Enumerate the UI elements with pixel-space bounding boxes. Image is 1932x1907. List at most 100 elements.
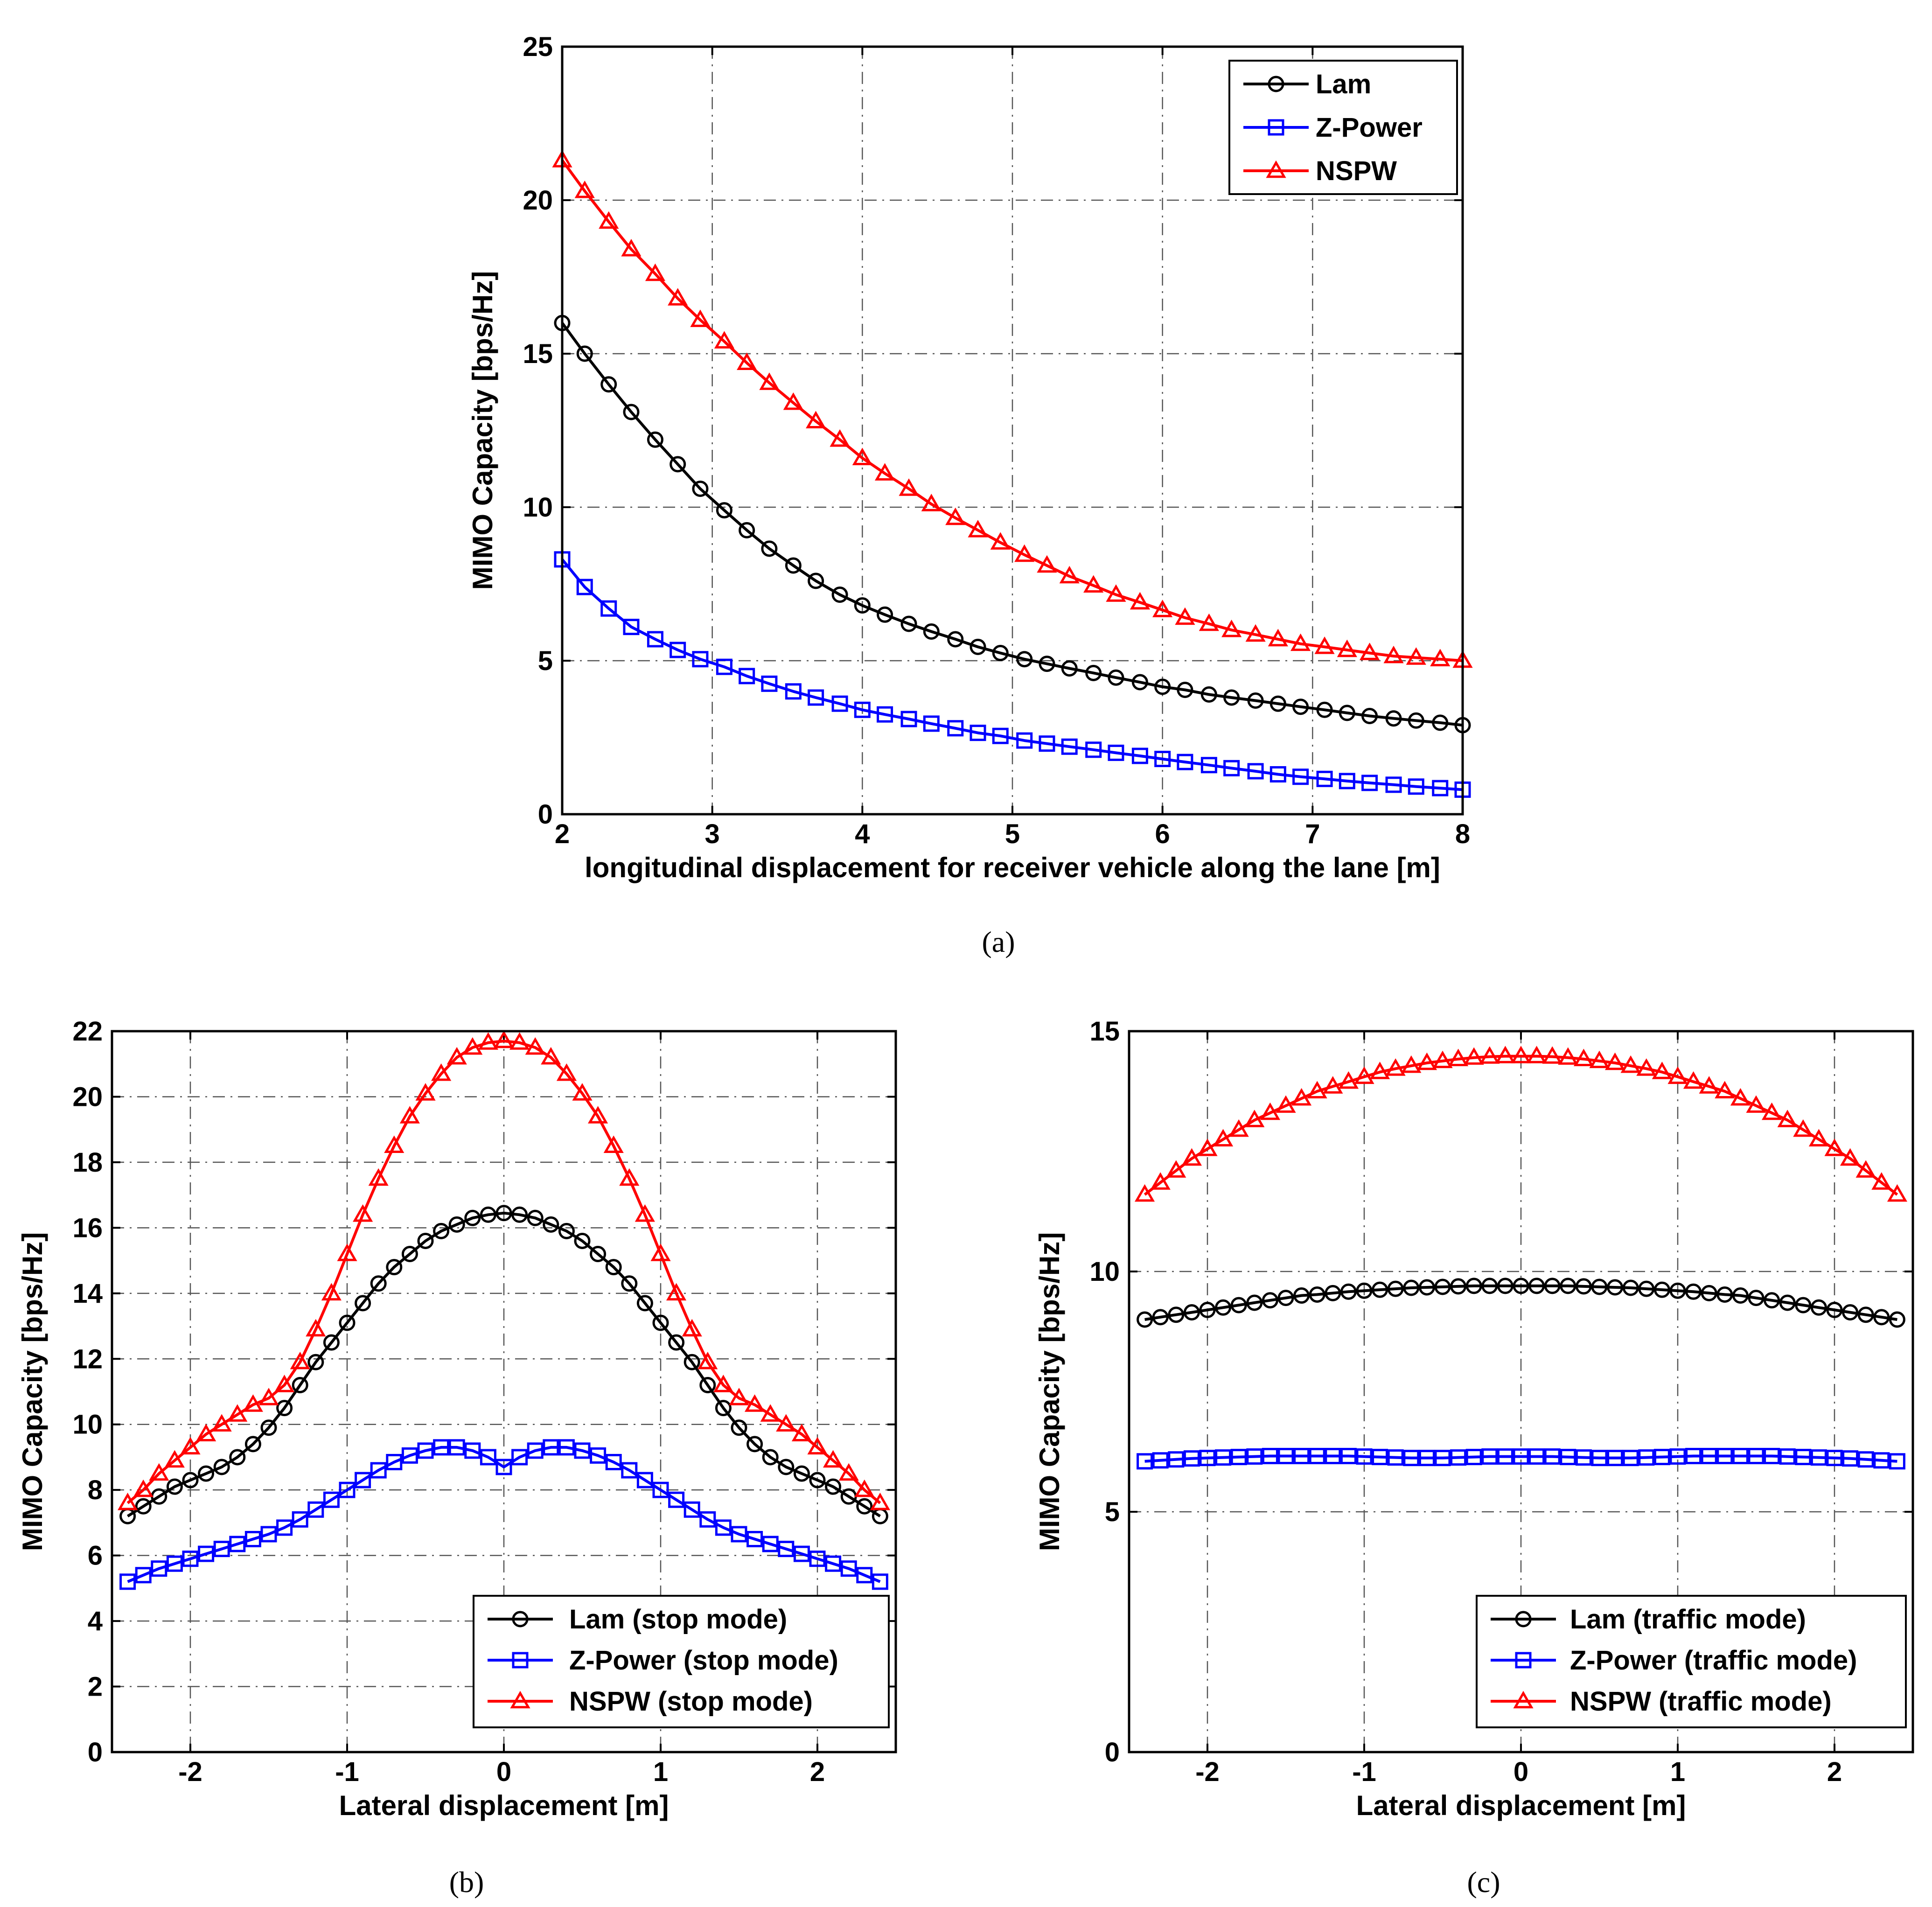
data-point	[512, 1652, 529, 1669]
data-point	[668, 1334, 685, 1351]
data-point	[1014, 544, 1035, 562]
series-line	[561, 322, 1463, 727]
data-point	[576, 345, 593, 362]
y-tick-label: 15	[523, 339, 553, 369]
data-point	[576, 579, 593, 595]
data-point	[1887, 1184, 1908, 1202]
data-point	[1652, 1062, 1672, 1079]
data-point	[668, 288, 688, 306]
data-point	[652, 1481, 669, 1498]
y-tick-label: 4	[88, 1606, 103, 1636]
data-point	[636, 1295, 653, 1312]
series-line	[561, 159, 1463, 662]
data-point	[947, 631, 964, 648]
y-tick-label: 0	[1105, 1737, 1120, 1767]
data-point	[511, 1206, 528, 1223]
data-point	[1354, 1066, 1374, 1084]
data-point	[1228, 1119, 1249, 1137]
data-point	[1213, 1129, 1234, 1146]
data-point	[339, 1314, 356, 1331]
data-point	[1307, 1081, 1327, 1098]
data-point	[947, 720, 964, 737]
y-axis-label: MIMO Capacity [bps/Hz]	[1034, 1232, 1065, 1551]
data-point	[1152, 1309, 1169, 1326]
data-point	[1197, 1139, 1218, 1156]
data-point	[510, 1690, 530, 1709]
data-point	[1361, 775, 1378, 791]
data-point	[307, 1354, 324, 1370]
data-point	[1889, 1453, 1905, 1470]
data-point	[1701, 1448, 1717, 1465]
data-point	[729, 1388, 749, 1405]
data-point	[1183, 1450, 1200, 1467]
data-point	[1779, 1294, 1796, 1311]
series-nspw-traffic-mode	[1134, 1046, 1908, 1202]
data-point	[1591, 1450, 1608, 1467]
data-point	[574, 1232, 591, 1249]
data-point	[1268, 76, 1284, 92]
data-point	[511, 1449, 528, 1466]
data-point	[1513, 1690, 1534, 1709]
data-point	[1730, 1088, 1751, 1106]
data-point	[198, 1465, 215, 1482]
series-line	[1144, 1055, 1898, 1196]
data-point	[290, 1351, 310, 1369]
data-point	[647, 631, 663, 648]
data-point	[621, 238, 642, 257]
data-point	[992, 727, 1009, 744]
data-point	[260, 1419, 277, 1436]
data-point	[1408, 712, 1424, 729]
axes-frame	[1128, 1030, 1914, 1753]
data-point	[1432, 1050, 1453, 1069]
data-point	[133, 1479, 153, 1497]
data-point	[1137, 1453, 1153, 1470]
data-point	[852, 447, 872, 465]
data-point	[1511, 1046, 1531, 1063]
data-point	[1653, 1281, 1670, 1298]
data-point	[1083, 575, 1104, 593]
data-point	[1316, 701, 1333, 718]
data-point	[1406, 647, 1426, 665]
data-point	[229, 1536, 246, 1552]
data-point	[1401, 1055, 1422, 1073]
data-point	[1716, 1448, 1733, 1465]
data-point	[1764, 1292, 1780, 1309]
data-point	[1199, 1301, 1216, 1318]
data-point	[415, 1083, 436, 1101]
data-point	[1262, 1292, 1278, 1309]
data-point	[809, 1551, 826, 1567]
data-point	[1291, 1088, 1312, 1106]
data-point	[355, 1472, 371, 1488]
data-point	[731, 1526, 747, 1543]
data-point	[1292, 768, 1309, 785]
data-point	[480, 1206, 496, 1223]
data-point	[1269, 695, 1286, 712]
legend-label: Z-Power	[1316, 112, 1423, 143]
data-point	[337, 1243, 357, 1261]
data-point	[760, 1404, 781, 1422]
y-tick-label: 5	[1105, 1497, 1120, 1527]
data-point	[1873, 1452, 1890, 1469]
data-point	[166, 1478, 183, 1495]
data-point	[525, 1037, 545, 1055]
data-point	[1715, 1081, 1735, 1098]
data-point	[645, 263, 666, 281]
data-point	[992, 645, 1009, 662]
data-point	[1573, 1048, 1594, 1066]
series-lam	[554, 314, 1471, 733]
data-point	[1215, 1299, 1232, 1316]
data-point	[923, 623, 940, 640]
data-point	[1230, 1449, 1247, 1466]
panel-a: 2 3 4 5 6 7 8 0 5 10 15 20 25 longitudinal displaceme…	[467, 32, 1473, 958]
data-point	[600, 600, 617, 617]
data-point	[321, 1283, 342, 1301]
data-point	[762, 1449, 779, 1466]
data-point	[670, 456, 686, 473]
data-point	[759, 372, 780, 390]
data-point	[1560, 1449, 1576, 1466]
data-point	[1622, 1450, 1639, 1467]
data-point	[1622, 1279, 1639, 1296]
data-point	[1699, 1076, 1719, 1094]
data-point	[599, 211, 619, 229]
data-point	[808, 573, 824, 589]
